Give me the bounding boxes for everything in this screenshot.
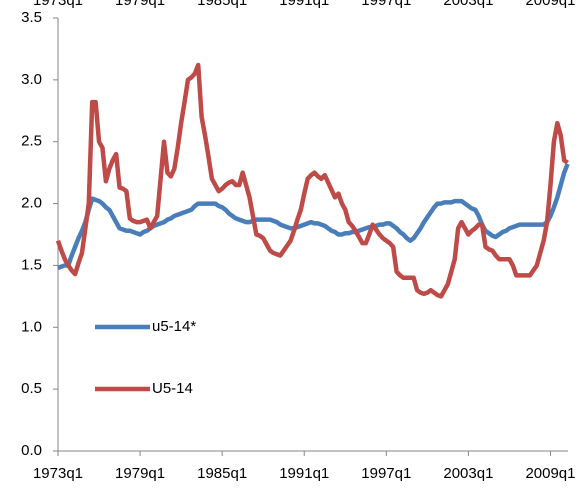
x-tick-label: 1991q1 bbox=[279, 465, 329, 482]
x-tick-label-top: 2009q1 bbox=[525, 0, 575, 9]
x-tick-label-top: 2003q1 bbox=[443, 0, 493, 9]
y-tick-label: 0.5 bbox=[21, 380, 42, 397]
y-tick-label: 3.5 bbox=[21, 9, 42, 26]
legend-label: u5-14* bbox=[152, 318, 196, 335]
x-tick-label-top: 1985q1 bbox=[197, 0, 247, 9]
x-tick-label: 1973q1 bbox=[33, 465, 83, 482]
legend-label: U5-14 bbox=[152, 380, 193, 397]
x-tick-label-top: 1973q1 bbox=[33, 0, 83, 9]
x-tick-label-top: 1991q1 bbox=[279, 0, 329, 9]
x-tick-label-top: 1997q1 bbox=[361, 0, 411, 9]
y-tick-label: 0.0 bbox=[21, 442, 42, 459]
y-tick-label: 2.0 bbox=[21, 195, 42, 212]
x-tick-label-top: 1979q1 bbox=[115, 0, 165, 9]
y-tick-label: 2.5 bbox=[21, 133, 42, 150]
y-tick-label: 1.5 bbox=[21, 256, 42, 273]
x-tick-label: 2009q1 bbox=[525, 465, 575, 482]
y-tick-label: 1.0 bbox=[21, 318, 42, 335]
y-tick-label: 3.0 bbox=[21, 71, 42, 88]
x-tick-label: 1979q1 bbox=[115, 465, 165, 482]
series-line bbox=[55, 62, 569, 299]
x-tick-label: 2003q1 bbox=[443, 465, 493, 482]
x-tick-label: 1985q1 bbox=[197, 465, 247, 482]
x-tick-label: 1997q1 bbox=[361, 465, 411, 482]
